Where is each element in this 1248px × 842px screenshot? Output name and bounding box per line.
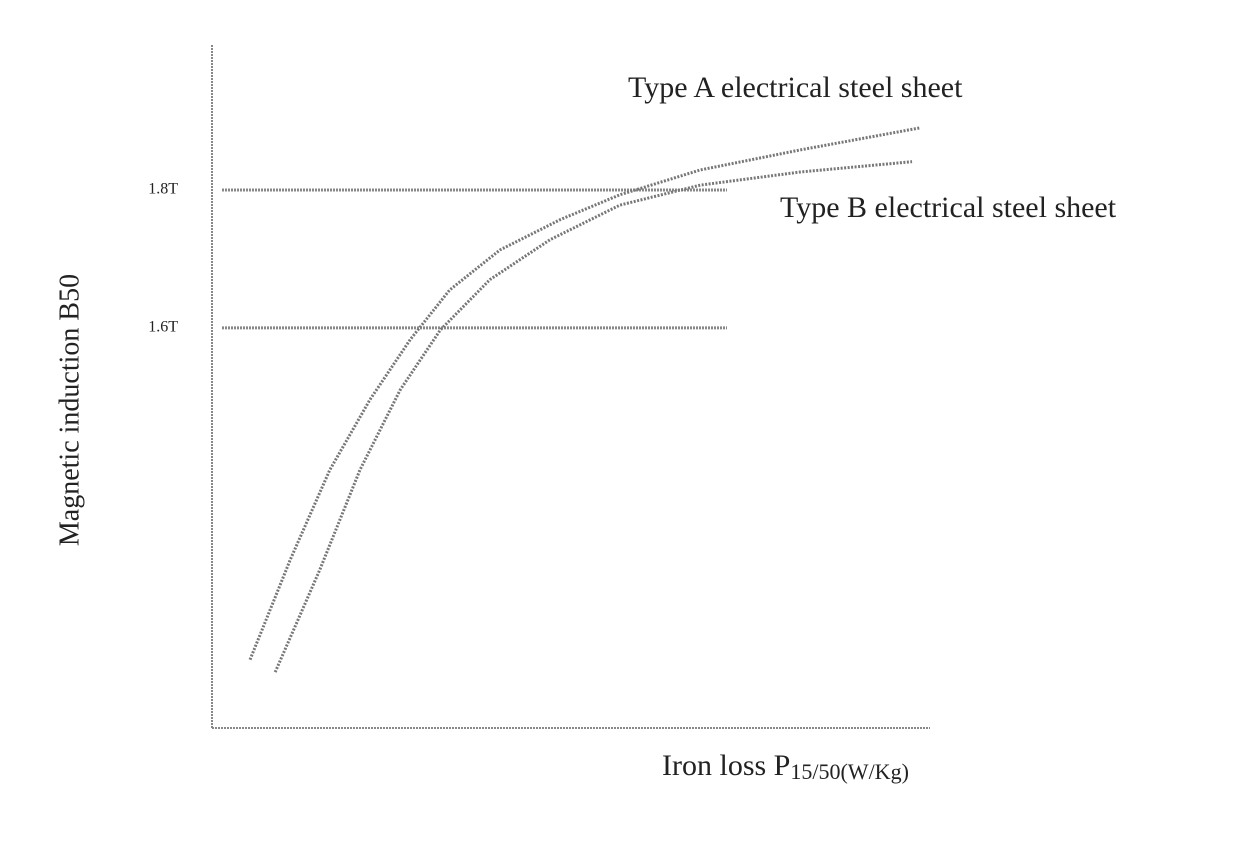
x-axis-label: Iron loss P15/50(W/Kg) — [662, 749, 909, 784]
y-tick-label: 1.8T — [148, 181, 178, 198]
series-label: Type B electrical steel sheet — [780, 191, 1117, 224]
y-axis-label: Magnetic induction B50 — [54, 274, 85, 546]
y-tick-label: 1.6T — [148, 319, 178, 336]
curve — [275, 162, 912, 672]
x-axis-label-sub: 15/50(W/Kg) — [790, 759, 909, 784]
x-axis-label-main: Iron loss P — [662, 749, 790, 782]
series-label: Type A electrical steel sheet — [628, 71, 963, 104]
chart: Magnetic induction B50 Iron loss P15/50(… — [0, 0, 1248, 842]
